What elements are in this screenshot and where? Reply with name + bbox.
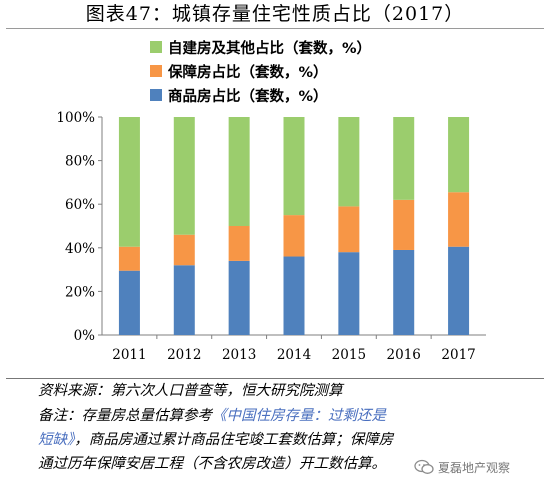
bar-segment [283,117,305,216]
bar-segment [228,117,250,226]
remark-reference-title-end[interactable]: 短缺》 [38,432,75,448]
bar-segment [448,246,470,335]
x-tick-label: 2014 [277,347,311,363]
bar-segment [393,199,415,250]
x-tick-label: 2015 [332,347,366,363]
y-tick-label: 40% [65,241,95,257]
legend-label: 商品房占比（套数，%） [168,87,328,105]
bar-segment [338,252,360,335]
source-note: 资料来源：第六次人口普查等，恒大研究院测算 [38,383,343,399]
remark-note-line-1: 备注：存量房总量估算参考《中国住房存量：过剩还是 [38,404,386,428]
bar-segment [338,117,360,207]
bar-segment [173,265,195,335]
bar-segment [118,117,140,247]
remark-note-line-2: 短缺》，商品房通过累计商品住宅竣工套数估算；保障房 [38,428,393,452]
bar-segment [393,117,415,200]
legend-swatch [150,41,162,53]
title-divider [6,28,544,29]
watermark-text: 夏磊地产观察 [438,460,511,475]
y-tick-label: 60% [65,197,95,213]
x-tick-label: 2017 [441,347,475,363]
remark-prefix: 备注：存量房总量估算参考 [38,408,212,424]
chart-legend: 自建房及其他占比（套数，%） 保障房占比（套数，%） 商品房占比（套数，%） [150,39,371,105]
bar-segment [118,270,140,335]
notes-divider [6,378,544,379]
legend-swatch [150,89,162,101]
remark-note-line-3: 通过历年保障安居工程（不含农房改造）开工数估算。 [38,456,386,472]
chart-bars [118,117,470,335]
chart-axes: 0% 20% 40% 60% 80% 100% 2011 2012 2013 2014 2015 20… [56,110,486,363]
bar-segment [393,249,415,335]
x-tick-label: 2012 [167,347,201,363]
remark-reference-title[interactable]: 《中国住房存量：过剩还是 [212,408,386,424]
x-tick-label: 2011 [112,347,146,363]
bar-segment [283,215,305,257]
bar-segment [448,117,470,193]
bar-segment [283,256,305,335]
watermark: 夏磊地产观察 [414,456,550,478]
bar-segment [118,246,140,271]
x-tick-label: 2016 [387,347,421,363]
bar-segment [338,206,360,253]
legend-label: 保障房占比（套数，%） [167,63,328,81]
x-tick-label: 2013 [222,347,256,363]
remark-line2-text: ，商品房通过累计商品住宅竣工套数估算；保障房 [74,432,394,448]
bar-segment [448,192,470,247]
stacked-bar-chart: 自建房及其他占比（套数，%） 保障房占比（套数，%） 商品房占比（套数，%） 0% 2… [56,39,486,363]
bar-segment [173,234,195,266]
bar-segment [228,226,250,261]
wechat-icon [414,459,434,475]
y-tick-label: 100% [56,110,95,126]
bar-segment [228,260,250,335]
legend-swatch [150,65,162,77]
y-tick-label: 80% [65,154,95,170]
bar-segment [173,117,195,235]
chart-title: 图表47：城镇存量住宅性质占比（2017） [85,3,465,25]
y-tick-label: 20% [65,284,95,300]
legend-label: 自建房及其他占比（套数，%） [168,39,371,57]
y-tick-label: 0% [74,328,96,344]
